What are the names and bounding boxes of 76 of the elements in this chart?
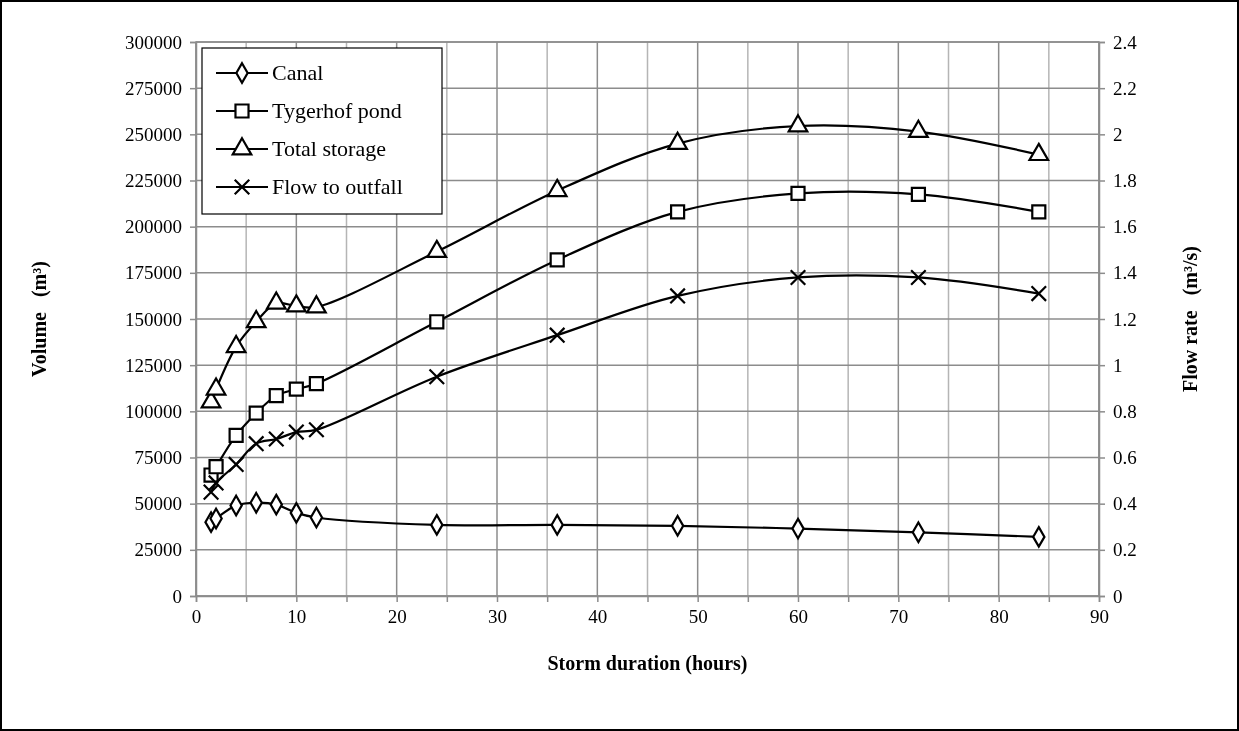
- point: [287, 423, 305, 441]
- y-tick-label: 225000: [125, 170, 182, 192]
- y-tick-label: 300000: [125, 31, 182, 53]
- point: [787, 114, 809, 133]
- point: [789, 269, 807, 286]
- y-tick-label: 150000: [125, 308, 182, 330]
- y2-tick-label: 0.8: [1113, 400, 1137, 422]
- x-tick-label: 20: [387, 606, 407, 628]
- point: [548, 326, 566, 344]
- point: [1028, 142, 1050, 162]
- y2-tick-label: 1: [1113, 354, 1123, 376]
- y2-tick-label: 2: [1113, 123, 1123, 145]
- point: [429, 314, 445, 330]
- point: [247, 435, 265, 453]
- point: [268, 388, 284, 404]
- point: [667, 131, 689, 151]
- point: [907, 119, 929, 139]
- y-tick-label: 0: [172, 585, 182, 607]
- y-axis-title: Volume (m³): [28, 261, 51, 377]
- point: [428, 368, 446, 386]
- x-tick-label: 80: [989, 606, 1009, 628]
- y2-tick-label: 1.8: [1113, 170, 1137, 192]
- x-axis-title: Storm duration (hours): [547, 652, 748, 675]
- point: [205, 377, 227, 396]
- x-tick-label: 50: [688, 606, 708, 628]
- point: [225, 334, 247, 354]
- x-tick-label: 90: [1090, 606, 1109, 628]
- point: [910, 269, 927, 286]
- y-tick-label: 125000: [125, 354, 182, 376]
- legend-label: Canal: [272, 60, 324, 85]
- x-tick-label: 30: [488, 606, 507, 628]
- point: [228, 427, 244, 443]
- x-tick-label: 40: [588, 606, 608, 628]
- y2-tick-label: 1.2: [1113, 308, 1137, 330]
- legend-label: Total storage: [272, 136, 386, 161]
- point: [910, 186, 927, 202]
- y-tick-label: 250000: [125, 123, 182, 145]
- y-tick-label: 25000: [134, 539, 182, 561]
- y2-tick-label: 1.4: [1113, 262, 1138, 284]
- y-tick-label: 75000: [134, 447, 182, 469]
- legend-label: Tygerhof pond: [272, 98, 402, 123]
- y2-tick-label: 0: [1113, 585, 1123, 607]
- point: [308, 421, 325, 439]
- point: [288, 381, 304, 397]
- point: [245, 309, 267, 329]
- point: [208, 459, 224, 475]
- y-tick-label: 50000: [134, 493, 182, 515]
- y2-tick-label: 0.4: [1113, 493, 1138, 515]
- x-tick-label: 0: [191, 606, 202, 628]
- y-tick-label: 200000: [125, 216, 182, 238]
- x-tick-label: 10: [287, 606, 307, 628]
- point: [248, 405, 264, 421]
- y-tick-label: 275000: [125, 77, 182, 99]
- point: [202, 483, 220, 501]
- y2-tick-label: 0.6: [1113, 447, 1137, 469]
- point: [308, 376, 325, 392]
- point: [285, 294, 307, 313]
- y2-tick-label: 2.4: [1113, 31, 1138, 53]
- y2-tick-label: 0.2: [1113, 539, 1137, 561]
- y-tick-label: 100000: [125, 400, 182, 422]
- y-tick-label: 175000: [125, 262, 182, 284]
- y2-tick-label: 2.2: [1113, 77, 1137, 99]
- point: [546, 178, 568, 198]
- point: [549, 252, 565, 268]
- x-tick-label: 70: [889, 606, 909, 628]
- y2-axis-title: Flow rate (m³/s): [1179, 246, 1202, 392]
- point: [1030, 285, 1048, 302]
- point: [669, 287, 686, 305]
- point: [227, 456, 245, 473]
- y2-tick-label: 1.6: [1113, 216, 1137, 238]
- point: [267, 430, 285, 448]
- point: [426, 239, 448, 259]
- point: [265, 291, 287, 310]
- x-tick-label: 60: [789, 606, 808, 628]
- legend-label: Flow to outfall: [272, 174, 403, 199]
- point: [305, 295, 327, 314]
